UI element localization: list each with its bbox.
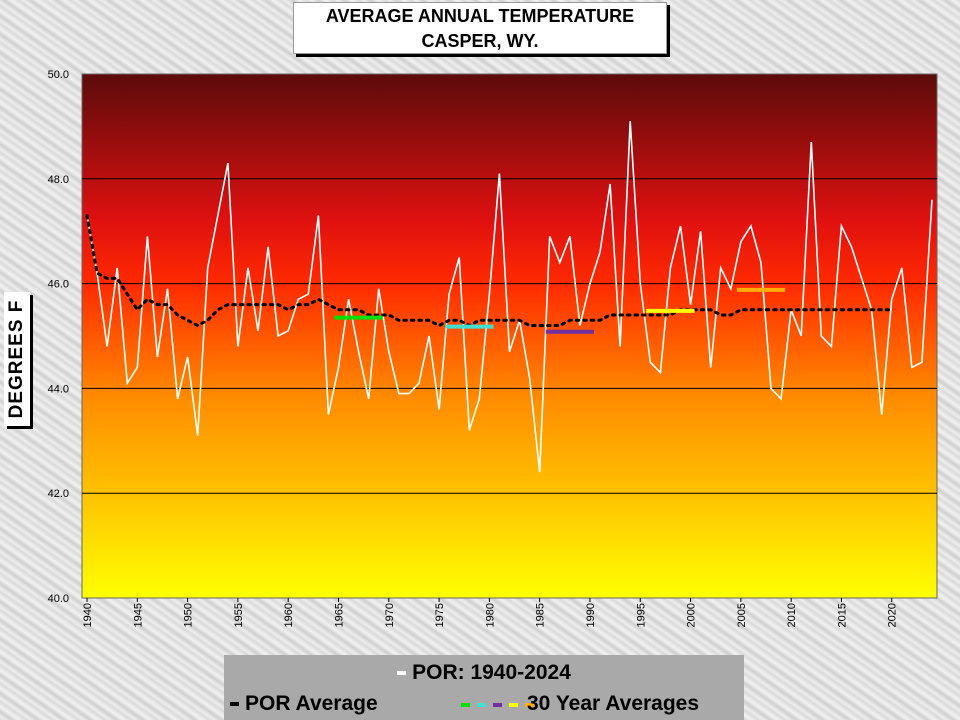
y-axis-label-box: DEGREES F (4, 292, 30, 426)
x-tick-label: 1975 (434, 603, 446, 627)
y-tick-label: 44.0 (48, 383, 69, 395)
x-tick-label: 1960 (283, 603, 295, 627)
chart-title: AVERAGE ANNUAL TEMPERATURE CASPER, WY. (293, 2, 667, 54)
legend-por-row: POR: 1940-2024 (224, 661, 744, 685)
x-tick-label: 1965 (334, 603, 346, 627)
x-tick-label: 1950 (183, 603, 195, 627)
x-tick-label: 2000 (686, 603, 698, 627)
x-tick-label: 1995 (635, 603, 647, 627)
y-tick-label: 40.0 (48, 593, 69, 605)
por-average-line (85, 214, 894, 328)
legend-por-average-row: POR Average (230, 692, 378, 716)
y-tick-label: 46.0 (48, 279, 69, 291)
plot-area (81, 73, 938, 599)
chart-title-line2: CASPER, WY. (421, 31, 539, 51)
x-tick-label: 1990 (585, 603, 597, 627)
legend-30yr-dashes (461, 703, 539, 707)
legend-dash-white (397, 671, 407, 676)
x-tick-label: 1940 (82, 603, 94, 627)
legend-30yr-dash (493, 703, 502, 707)
por-average-layer (85, 214, 894, 328)
legend-30yr-text: 30 Year Averages (527, 692, 700, 715)
x-tick-label: 1985 (535, 603, 547, 627)
y-tick-labels: 40.0 42.0 44.0 46.0 48.0 50.0 (48, 69, 69, 605)
x-tick-label: 1970 (384, 603, 396, 627)
legend-por-average-text: POR Average (245, 692, 378, 715)
x-tick-label: 2015 (836, 603, 848, 627)
legend-30yr-row: 30 Year Averages (527, 692, 699, 716)
x-tick-labels: 1940 1945 1950 1955 1960 1965 1970 1975 1980 1985… (82, 598, 899, 627)
y-tick-label: 42.0 (48, 488, 69, 500)
legend-dash-black (230, 702, 239, 707)
x-tick-label: 1980 (484, 603, 496, 627)
legend-30yr-dash (509, 703, 518, 707)
legend-por-text: POR: 1940-2024 (412, 661, 571, 684)
chart-title-line1: AVERAGE ANNUAL TEMPERATURE (325, 6, 635, 26)
y-tick-label: 50.0 (48, 69, 69, 81)
legend-30yr-dash (461, 703, 470, 707)
y-tick-label: 48.0 (48, 174, 69, 186)
x-tick-label: 2020 (887, 603, 899, 627)
legend-30yr-dash (525, 703, 534, 707)
legend-30yr-dash (477, 703, 486, 707)
x-tick-label: 2005 (736, 603, 748, 627)
x-tick-label: 2010 (786, 603, 798, 627)
x-tick-label: 1945 (132, 603, 144, 627)
thirty-year-average-layer (334, 287, 786, 334)
x-tick-label: 1955 (233, 603, 245, 627)
legend: POR: 1940-2024 POR Average 30 Year Avera… (224, 655, 744, 720)
